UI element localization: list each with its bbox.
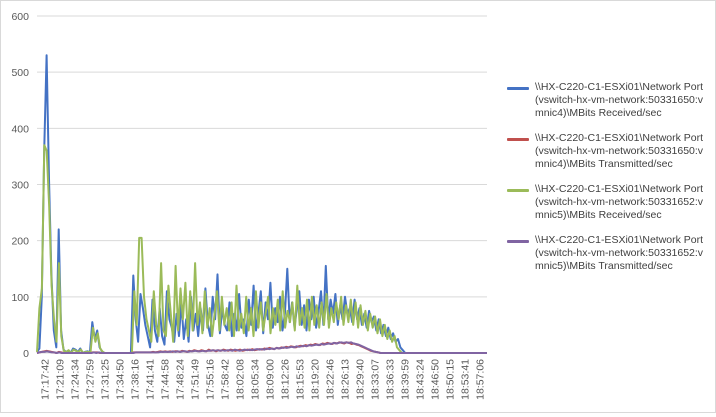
- legend-item-1: \\HX-C220-C1-ESXi01\Network Port(vswitch…: [507, 81, 711, 120]
- series-lines: [36, 54, 487, 354]
- legend-label: \\HX-C220-C1-ESXi01\Network Port(vswitch…: [535, 234, 704, 272]
- x-axis-ticks: 17:17:42 17:21:09 17:24:34 17:27:59 17:31:25…: [40, 359, 487, 400]
- legend-swatch: [507, 189, 529, 192]
- series-line-4: [36, 341, 487, 354]
- series-line-3: [36, 144, 487, 354]
- x-tick-label: 18:26:13: [340, 359, 352, 400]
- x-tick-label: 18:50:15: [445, 359, 457, 400]
- x-tick-label: 18:39:59: [400, 359, 412, 400]
- y-tick-label: 500: [11, 67, 29, 79]
- x-tick-label: 18:53:41: [460, 359, 472, 400]
- y-tick-label: 200: [11, 236, 29, 248]
- legend-label: \\HX-C220-C1-ESXi01\Network Port(vswitch…: [535, 132, 704, 170]
- y-tick-label: 100: [11, 292, 29, 304]
- y-tick-label: 300: [11, 180, 29, 192]
- x-tick-label: 18:09:00: [265, 359, 277, 400]
- x-tick-label: 18:12:26: [280, 359, 292, 400]
- x-tick-label: 17:58:42: [220, 359, 232, 400]
- x-tick-label: 18:43:24: [415, 359, 427, 400]
- legend-item-2: \\HX-C220-C1-ESXi01\Network Port(vswitch…: [507, 132, 711, 171]
- x-tick-label: 17:41:41: [145, 359, 157, 400]
- x-tick-label: 17:21:09: [55, 359, 67, 400]
- x-tick-label: 17:27:59: [85, 359, 97, 400]
- x-tick-label: 17:17:42: [40, 359, 52, 400]
- x-tick-label: 18:02:08: [235, 359, 247, 400]
- chart-legend: \\HX-C220-C1-ESXi01\Network Port(vswitch…: [507, 81, 711, 285]
- legend-item-3: \\HX-C220-C1-ESXi01\Network Port(vswitch…: [507, 183, 711, 222]
- x-tick-label: 17:34:50: [115, 359, 127, 400]
- x-tick-label: 17:44:58: [160, 359, 172, 400]
- y-tick-label: 400: [11, 123, 29, 135]
- x-tick-label: 17:55:16: [205, 359, 217, 400]
- x-tick-label: 18:36:33: [385, 359, 397, 400]
- legend-item-4: \\HX-C220-C1-ESXi01\Network Port(vswitch…: [507, 234, 711, 273]
- x-tick-label: 18:15:53: [295, 359, 307, 400]
- x-tick-label: 18:19:20: [310, 359, 322, 400]
- series-line-2: [36, 341, 487, 354]
- gridlines: [37, 15, 487, 354]
- legend-swatch: [507, 87, 529, 90]
- legend-swatch: [507, 138, 529, 141]
- x-tick-label: 17:24:34: [70, 359, 82, 400]
- x-tick-label: 18:57:06: [475, 359, 487, 400]
- legend-label: \\HX-C220-C1-ESXi01\Network Port(vswitch…: [535, 81, 704, 119]
- y-tick-label: 0: [23, 348, 29, 360]
- x-tick-label: 18:29:40: [355, 359, 367, 400]
- x-tick-label: 17:38:16: [130, 359, 142, 400]
- x-tick-label: 18:46:50: [430, 359, 442, 400]
- legend-label: \\HX-C220-C1-ESXi01\Network Port(vswitch…: [535, 183, 704, 221]
- x-tick-label: 18:22:46: [325, 359, 337, 400]
- x-tick-label: 17:51:49: [190, 359, 202, 400]
- x-tick-label: 18:33:07: [370, 359, 382, 400]
- legend-swatch: [507, 240, 529, 243]
- y-tick-label: 600: [11, 11, 29, 23]
- x-tick-label: 18:05:34: [250, 359, 262, 400]
- y-axis-ticks: 0 100 200 300 400 500 600: [11, 11, 29, 360]
- x-tick-label: 17:31:25: [100, 359, 112, 400]
- x-tick-label: 17:48:24: [175, 359, 187, 400]
